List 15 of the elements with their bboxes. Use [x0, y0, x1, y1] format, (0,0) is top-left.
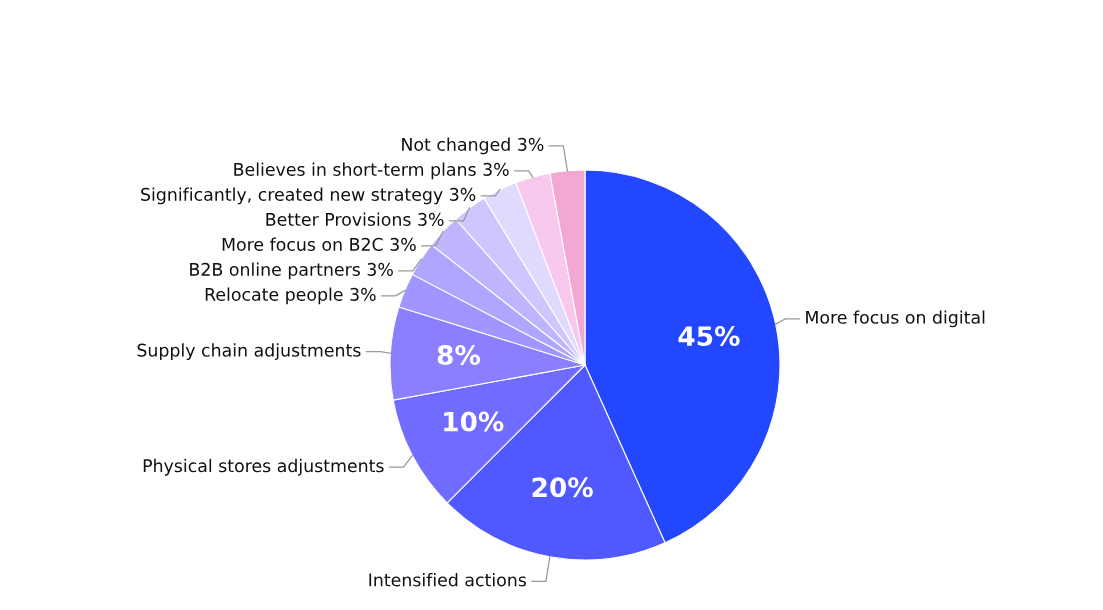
slice-label: More focus on digital — [806, 310, 985, 328]
data-label: 20% — [532, 477, 593, 498]
slice-label: Relocate people 3% — [205, 287, 376, 305]
data-label: 45% — [678, 326, 740, 347]
slice-label: Believes in short-term plans 3% — [234, 162, 509, 180]
slice-label: Better Provisions 3% — [266, 212, 444, 226]
slice-label: Supply chain adjustments — [137, 343, 361, 361]
slice-label: More focus on B2C 3% — [222, 237, 416, 251]
slice-label: B2B online partners 3% — [190, 262, 393, 280]
data-label: 10% — [444, 411, 504, 432]
slice-label: Intensified actions — [369, 573, 526, 587]
slice-label: Physical stores adjustments — [143, 458, 384, 476]
data-label: 8% — [437, 345, 481, 365]
slice-label: Not changed 3% — [402, 137, 544, 155]
slice-label: Significantly, created new strategy 3% — [141, 187, 476, 205]
